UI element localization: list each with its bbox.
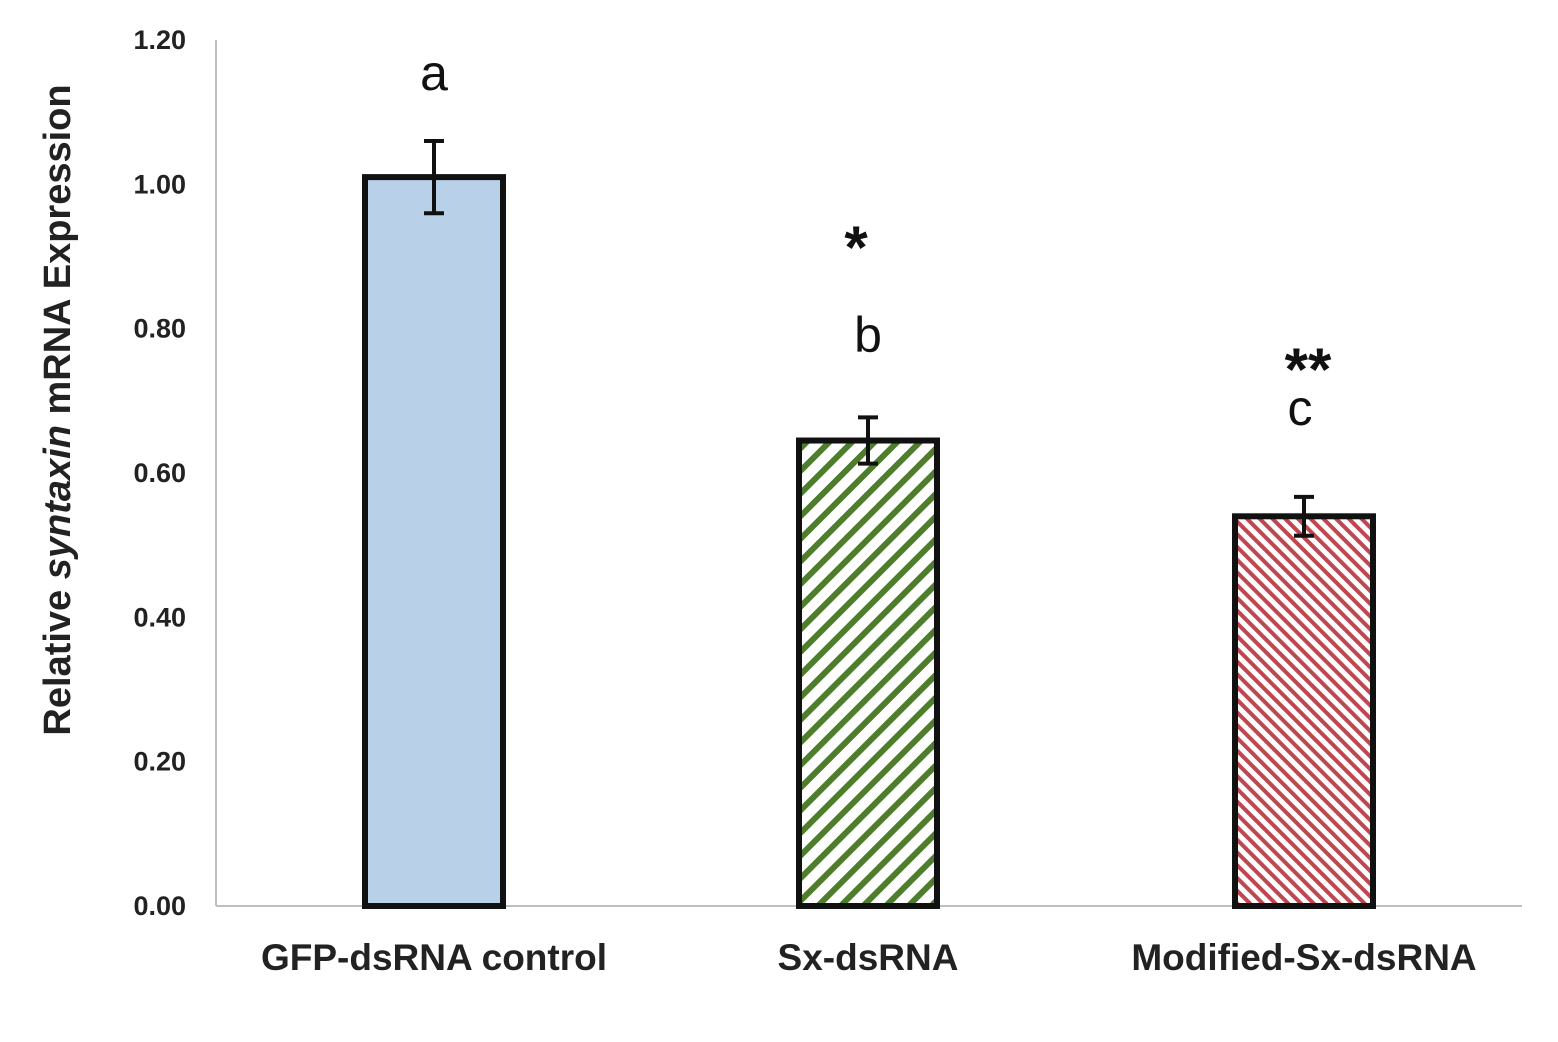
bar-modified-sx-dsrna xyxy=(1232,513,1376,909)
bar-gfp-dsrna-control xyxy=(362,174,506,910)
x-tick-label: Modified-Sx-dsRNA xyxy=(1131,937,1476,978)
y-tick-label: 1.20 xyxy=(133,25,186,55)
significance-letter: b xyxy=(854,307,882,363)
y-tick-label: 0.40 xyxy=(133,602,186,632)
error-bars xyxy=(424,139,1314,538)
y-axis-label-gene: syntaxin xyxy=(37,425,79,579)
significance-star: ** xyxy=(1285,336,1332,403)
significance-star: * xyxy=(844,214,868,281)
y-axis-label: Relative syntaxin mRNA Expression xyxy=(37,84,79,735)
y-tick-label: 0.00 xyxy=(133,891,186,921)
x-tick-label: Sx-dsRNA xyxy=(778,937,959,978)
significance-letter: a xyxy=(420,45,448,101)
significance-annotations: abc*** xyxy=(420,45,1332,436)
significance-letter: c xyxy=(1288,380,1313,436)
y-tick-label: 0.20 xyxy=(133,747,186,777)
x-tick-labels: GFP-dsRNA control Sx-dsRNA Modified-Sx-dsR… xyxy=(261,937,1477,978)
y-tick-label: 0.80 xyxy=(133,314,186,344)
x-tick-label: GFP-dsRNA control xyxy=(261,937,607,978)
bar-sx-dsrna xyxy=(796,437,940,909)
y-tick-label: 0.60 xyxy=(133,458,186,488)
y-axis-label-part-1: Relative xyxy=(37,579,79,735)
y-axis-label-part-3: mRNA Expression xyxy=(37,84,79,425)
bars xyxy=(362,174,1376,910)
y-tick-label: 1.00 xyxy=(133,169,186,199)
y-tick-labels: 0.00 0.20 0.40 0.60 0.80 1.00 1.20 xyxy=(133,25,186,921)
